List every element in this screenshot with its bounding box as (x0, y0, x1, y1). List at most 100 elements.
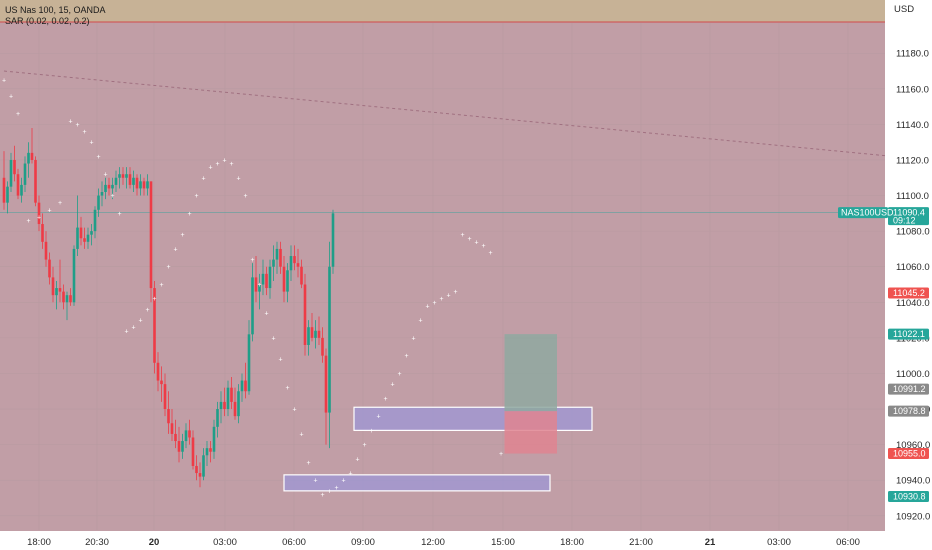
candle (303, 273, 307, 356)
sar-dot: + (68, 118, 72, 125)
sar-legend[interactable]: SAR (0.02, 0.02, 0.2) (5, 16, 90, 26)
sar-dot: + (299, 431, 303, 438)
candle (83, 227, 86, 249)
sar-dot: + (418, 318, 422, 325)
position-stop-zone[interactable] (504, 411, 558, 454)
price-tag-countdown: 09:12 (893, 216, 916, 226)
time-axis[interactable]: 18:00 20:30 20 03:00 06:00 09:00 12:00 15:00 18:… (0, 531, 885, 550)
candle (258, 273, 261, 310)
sar-dot: + (152, 296, 156, 303)
sar-dot: + (124, 328, 128, 335)
candle-body (132, 177, 135, 185)
x-tick-label: 20 (149, 537, 160, 548)
candle-body (254, 277, 258, 292)
price-tag-value: 11022.1 (893, 329, 925, 339)
candle-body (202, 455, 205, 477)
sar-dot: + (250, 257, 254, 264)
candle (314, 320, 317, 349)
candle-body (205, 448, 209, 456)
symbol-tag-bg (838, 207, 888, 219)
y-tick-label: 11060.0 (896, 262, 930, 273)
y-tick-label: 11120.0 (896, 155, 929, 166)
candle-body (44, 241, 48, 260)
candle-body (268, 266, 272, 289)
sar-dot: + (208, 165, 212, 172)
candle (135, 174, 139, 196)
candle-body (177, 441, 181, 452)
candles (2, 127, 335, 488)
candle (296, 248, 300, 278)
x-tick-label: 21 (705, 537, 716, 548)
zone-box[interactable] (283, 474, 551, 492)
candle-body (181, 441, 184, 452)
y-tick-label: 11080.0 (896, 227, 930, 238)
candle (219, 391, 223, 424)
candle-body (251, 277, 254, 335)
candle (317, 316, 321, 345)
candle-body (226, 387, 230, 410)
sar-dot: + (460, 232, 464, 239)
candle (6, 181, 9, 214)
candle-body (76, 227, 79, 249)
candle-body (223, 401, 226, 410)
x-tick-label: 06:00 (282, 537, 306, 548)
candle-body (58, 288, 62, 292)
price-tag-value: 11045.2 (893, 288, 925, 298)
sar-dot: + (327, 488, 331, 495)
sar-dot: + (348, 471, 352, 478)
sar-dot: + (411, 335, 415, 342)
candle (76, 195, 79, 257)
candle-body (261, 273, 265, 285)
sar-dot: + (488, 250, 492, 257)
candle-body (195, 465, 198, 474)
candle-body (83, 238, 86, 242)
candle (300, 259, 303, 289)
candle (79, 216, 83, 246)
price-tag-value: 10991.2 (893, 384, 926, 394)
candle-body (79, 227, 83, 239)
price-tag: 11045.2 (888, 287, 929, 299)
price-tag-bg (888, 383, 929, 395)
trendline-segment[interactable] (3, 70, 894, 157)
sar-dot: + (159, 282, 163, 289)
sar-dots: ++++++++++++++++++++++++++++++++++++++++… (2, 77, 503, 498)
position-target-zone[interactable] (504, 334, 558, 412)
candle-body (310, 327, 314, 338)
sar-dot: + (292, 407, 296, 414)
candle-body (219, 401, 223, 410)
candle (184, 423, 188, 449)
candle-body (317, 330, 321, 338)
symbol-legend[interactable]: US Nas 100, 15, OANDA (5, 5, 106, 15)
header-band (0, 0, 885, 22)
candle (69, 288, 72, 306)
candle (233, 387, 237, 420)
candle-body (48, 259, 51, 278)
y-tick-label: 10940.0 (896, 476, 930, 487)
sar-dot: + (313, 478, 317, 485)
candle (121, 167, 125, 185)
candle (20, 177, 23, 203)
trendline[interactable] (3, 70, 894, 157)
candle-body (62, 291, 65, 303)
candle-body (93, 209, 97, 232)
position-tool[interactable] (504, 334, 558, 454)
sar-dot: + (82, 129, 86, 136)
y-tick-label: 11140.0 (896, 120, 929, 131)
candle-body (167, 409, 170, 424)
candle (16, 168, 20, 200)
price-axis-bg (885, 0, 932, 550)
sar-dot: + (58, 200, 62, 207)
price-tag: 10978.8 (888, 405, 929, 417)
sar-dot: + (180, 232, 184, 239)
sar-dot: + (117, 211, 121, 218)
price-tag-value: 11090.4 (893, 208, 925, 218)
candle-body (163, 384, 167, 410)
y-tick-label: 11100.0 (896, 191, 929, 202)
sar-dot: + (96, 154, 100, 161)
candle-body (128, 174, 132, 185)
candle (177, 426, 181, 463)
price-axis[interactable]: USD 11180.0 11160.0 11140.0 11120.0 11100.0 1… (885, 0, 932, 550)
candle-body (324, 355, 328, 413)
candle-body (142, 181, 146, 189)
